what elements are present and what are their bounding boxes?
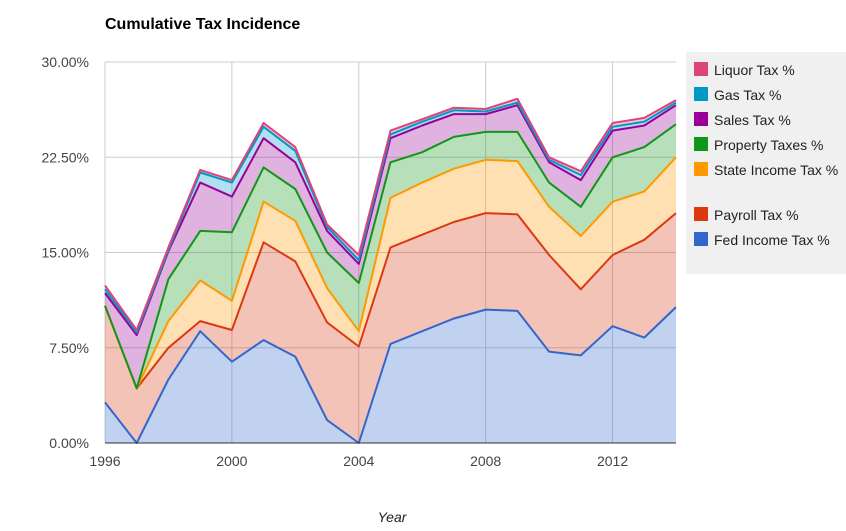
legend-label: Fed Income Tax %	[714, 232, 830, 248]
state-income-tax-area	[105, 157, 676, 389]
x-tick-label: 2008	[470, 453, 501, 469]
legend-swatch	[694, 162, 708, 176]
fed-income-tax-line[interactable]	[104, 306, 677, 444]
sales-tax-area	[105, 105, 676, 389]
y-tick-label: 22.50%	[42, 149, 89, 165]
legend-item-state-income-tax[interactable]: State Income Tax %	[694, 160, 844, 180]
axes: 0.00% 7.50% 15.00% 22.50% 30.00% 1996 2000 2004…	[42, 54, 676, 469]
property-taxes-area	[105, 124, 676, 389]
legend: Liquor Tax % Gas Tax % Sales Tax % Property…	[686, 52, 846, 274]
area-series	[105, 98, 676, 443]
fed-income-tax-area	[105, 307, 676, 443]
legend-swatch	[694, 62, 708, 76]
legend-label: State Income Tax %	[714, 162, 839, 178]
x-tick-label: 2004	[343, 453, 374, 469]
legend-label: Sales Tax %	[714, 112, 791, 128]
legend-label: Payroll Tax %	[714, 207, 799, 223]
legend-swatch	[694, 232, 708, 246]
legend-item-sales-tax[interactable]: Sales Tax %	[694, 110, 844, 130]
legend-swatch	[694, 137, 708, 151]
x-tick-label: 2000	[216, 453, 247, 469]
legend-swatch	[694, 207, 708, 221]
legend-label: Property Taxes %	[714, 137, 824, 153]
x-axis-title: Year	[378, 509, 408, 525]
legend-item-gas-tax[interactable]: Gas Tax %	[694, 85, 844, 105]
line-series	[104, 97, 677, 444]
legend-swatch	[694, 87, 708, 101]
property-taxes-line[interactable]	[104, 123, 677, 390]
legend-item-payroll-tax[interactable]: Payroll Tax %	[694, 205, 844, 225]
x-tick-label: 2012	[597, 453, 628, 469]
y-tick-label: 15.00%	[42, 245, 89, 261]
y-tick-label: 0.00%	[49, 435, 89, 451]
payroll-tax-area	[105, 213, 676, 443]
payroll-tax-line[interactable]	[104, 212, 677, 390]
y-tick-label: 7.50%	[49, 340, 89, 356]
legend-label: Liquor Tax %	[714, 62, 795, 78]
legend-item-property-taxes[interactable]: Property Taxes %	[694, 135, 844, 155]
x-tick-label: 1996	[89, 453, 120, 469]
gas-tax-area	[105, 102, 676, 336]
legend-item-liquor-tax[interactable]: Liquor Tax %	[694, 60, 844, 80]
legend-item-fed-income-tax[interactable]: Fed Income Tax %	[694, 230, 844, 250]
chart-title: Cumulative Tax Incidence	[105, 16, 301, 33]
legend-swatch	[694, 112, 708, 126]
liquor-tax-line[interactable]	[104, 97, 677, 331]
legend-label: Gas Tax %	[714, 87, 782, 103]
state-income-tax-line[interactable]	[104, 156, 677, 390]
y-tick-label: 30.00%	[42, 54, 89, 70]
